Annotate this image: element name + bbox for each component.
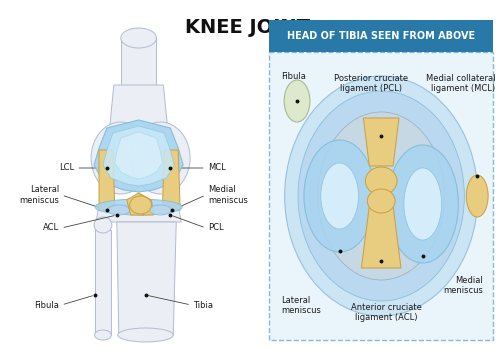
Ellipse shape	[284, 80, 310, 122]
Ellipse shape	[366, 167, 397, 195]
Ellipse shape	[94, 330, 112, 340]
Ellipse shape	[304, 140, 376, 252]
Ellipse shape	[466, 175, 488, 217]
Polygon shape	[95, 230, 111, 335]
Ellipse shape	[95, 199, 182, 215]
Text: Medial
meniscus: Medial meniscus	[208, 185, 248, 205]
Polygon shape	[103, 126, 174, 186]
Text: PCL: PCL	[208, 224, 224, 232]
Polygon shape	[138, 193, 154, 215]
Polygon shape	[107, 130, 174, 175]
Polygon shape	[126, 193, 146, 215]
Polygon shape	[109, 85, 168, 135]
Ellipse shape	[118, 328, 174, 342]
Polygon shape	[94, 120, 183, 192]
Ellipse shape	[130, 196, 152, 214]
Text: ACL: ACL	[44, 224, 60, 232]
Text: Posterior cruciate
ligament (PCL): Posterior cruciate ligament (PCL)	[334, 74, 408, 93]
Ellipse shape	[94, 217, 112, 233]
Ellipse shape	[284, 76, 478, 316]
Text: Medial collateral
ligament (MCL): Medial collateral ligament (MCL)	[426, 74, 495, 93]
Text: KNEE JOINT: KNEE JOINT	[185, 18, 310, 37]
Text: Anterior cruciate
ligament (ACL): Anterior cruciate ligament (ACL)	[350, 303, 422, 322]
Polygon shape	[364, 118, 399, 166]
Bar	[270, 52, 493, 340]
Text: Lateral
meniscus: Lateral meniscus	[281, 296, 321, 316]
Ellipse shape	[91, 122, 150, 194]
Ellipse shape	[321, 163, 358, 229]
Text: Fibula: Fibula	[281, 72, 306, 81]
Ellipse shape	[368, 189, 395, 213]
Text: Tibia: Tibia	[193, 300, 213, 310]
Text: Medial
meniscus: Medial meniscus	[444, 276, 483, 296]
Polygon shape	[121, 38, 156, 85]
Polygon shape	[99, 150, 115, 210]
Ellipse shape	[150, 205, 172, 215]
Ellipse shape	[404, 168, 442, 240]
Ellipse shape	[318, 112, 444, 280]
Bar	[270, 20, 493, 52]
Text: HEAD OF TIBIA SEEN FROM ABOVE: HEAD OF TIBIA SEEN FROM ABOVE	[287, 31, 476, 41]
Text: MCL: MCL	[208, 164, 226, 172]
Ellipse shape	[298, 91, 464, 301]
Text: LCL: LCL	[59, 164, 74, 172]
Polygon shape	[362, 206, 401, 268]
Text: Lateral
meniscus: Lateral meniscus	[20, 185, 59, 205]
Ellipse shape	[108, 205, 130, 215]
Polygon shape	[117, 222, 176, 335]
Ellipse shape	[130, 122, 190, 194]
Polygon shape	[115, 132, 162, 179]
Polygon shape	[162, 150, 180, 210]
Ellipse shape	[121, 28, 156, 48]
Text: Fibula: Fibula	[34, 300, 59, 310]
Ellipse shape	[387, 145, 458, 263]
Polygon shape	[96, 205, 181, 222]
